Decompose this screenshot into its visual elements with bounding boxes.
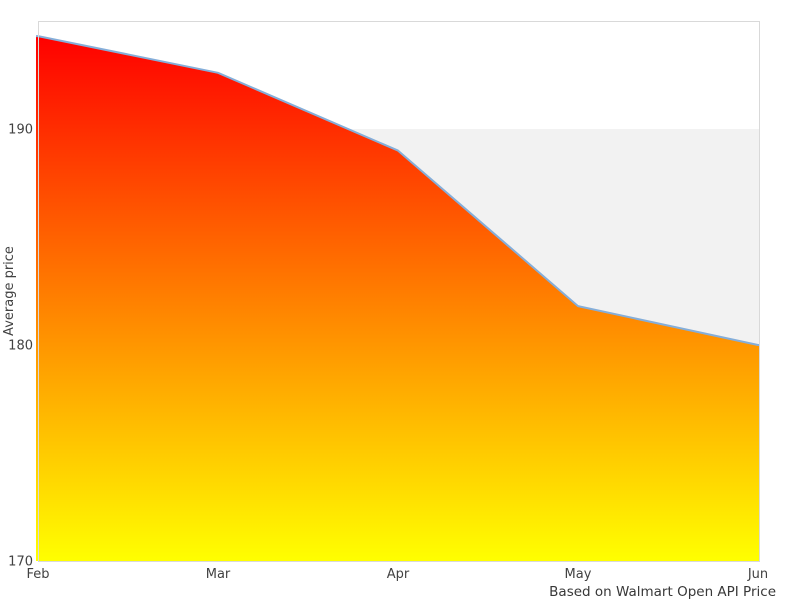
x-axis-tick-labels: Feb Mar Apr May Jun bbox=[26, 567, 768, 582]
x-tick-label: Mar bbox=[206, 567, 231, 582]
y-axis-tick-labels: 170 180 190 bbox=[8, 123, 33, 570]
y-axis-title: Average price bbox=[2, 246, 17, 336]
x-tick-label: Jun bbox=[747, 567, 768, 582]
y-tick-label: 190 bbox=[8, 123, 33, 138]
x-tick-label: May bbox=[565, 567, 592, 582]
chart-caption: Based on Walmart Open API Price bbox=[549, 584, 776, 600]
x-tick-label: Feb bbox=[26, 567, 49, 582]
plot-border bbox=[38, 21, 760, 562]
y-tick-label: 170 bbox=[8, 555, 33, 570]
area-fill bbox=[36, 36, 759, 562]
x-tick-label: Apr bbox=[387, 567, 410, 582]
y-tick-label: 180 bbox=[8, 339, 33, 354]
